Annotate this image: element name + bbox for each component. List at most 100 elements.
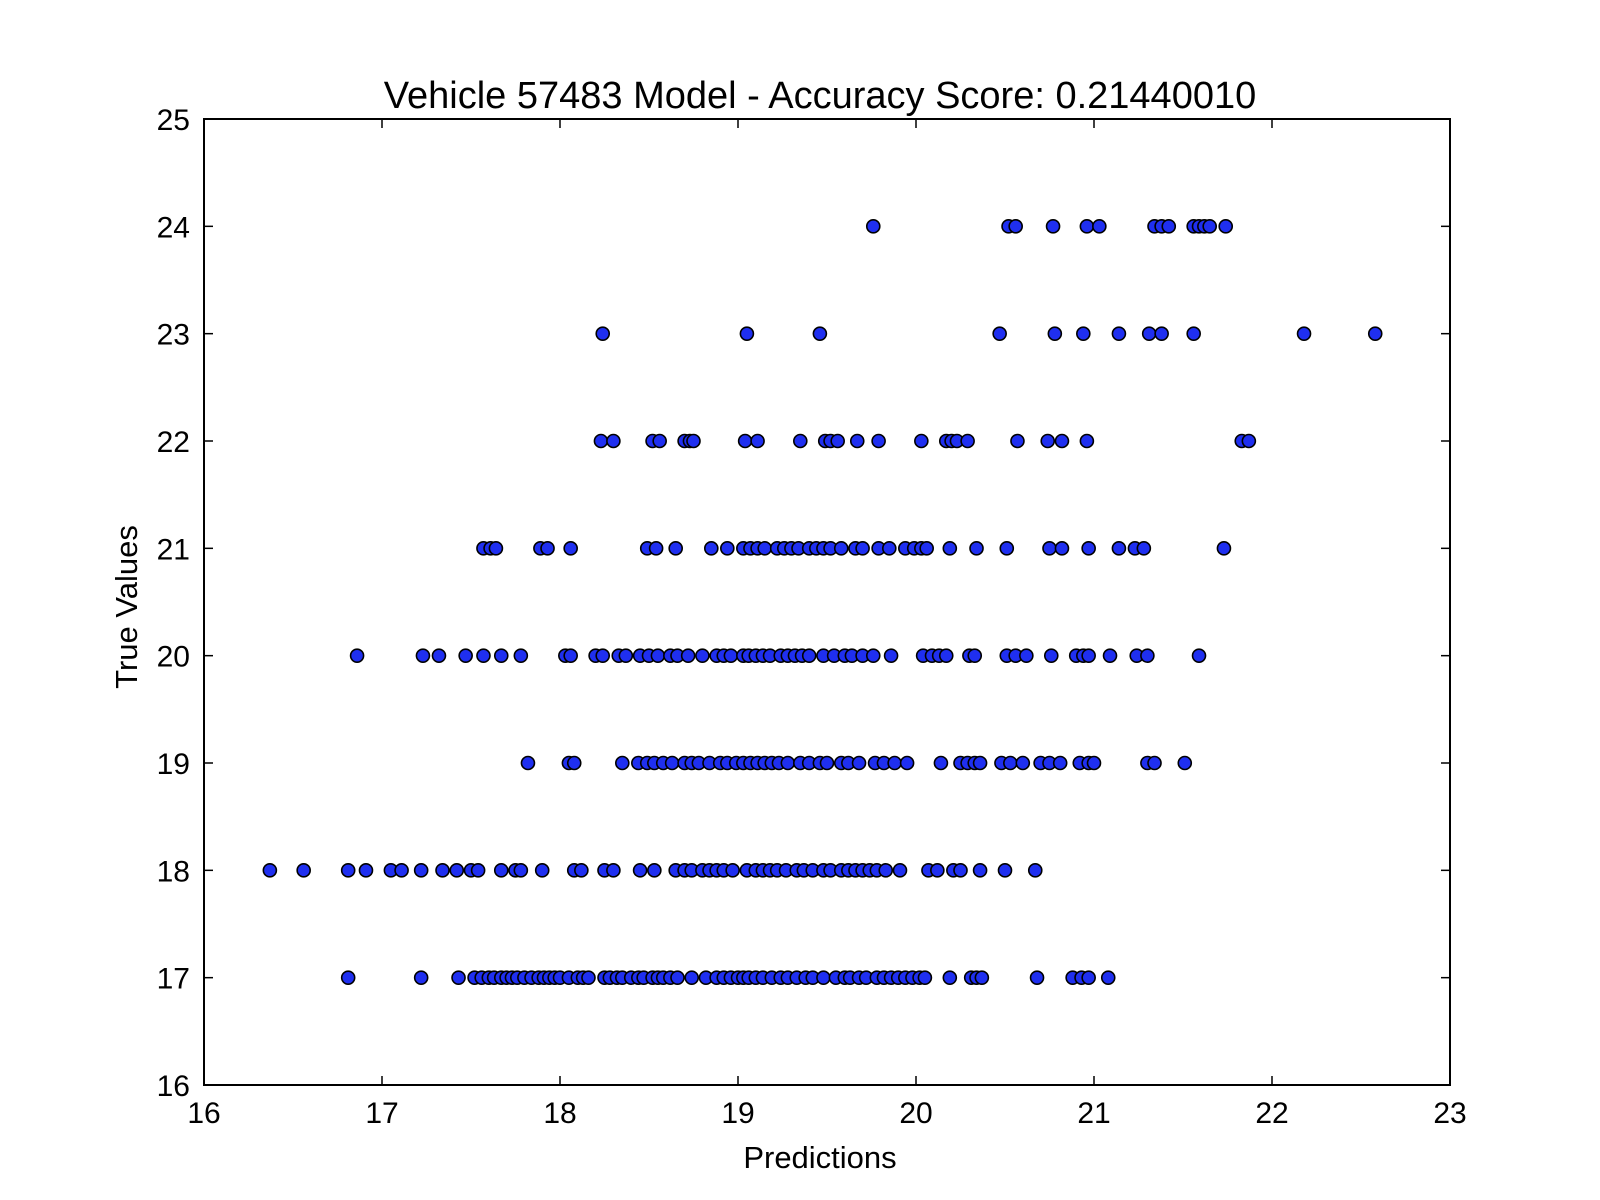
data-point: [780, 755, 796, 771]
data-point: [899, 755, 915, 771]
data-point: [488, 541, 504, 556]
chart-title: Vehicle 57483 Model - Accuracy Score: 0.…: [384, 75, 1256, 117]
data-point: [476, 648, 491, 663]
data-point: [1140, 648, 1155, 663]
data-point: [435, 863, 450, 878]
data-point: [358, 863, 374, 878]
data-point: [1054, 541, 1070, 556]
axes-frame: [203, 118, 1451, 1086]
data-point: [892, 863, 908, 878]
data-point: [684, 970, 700, 985]
data-point: [648, 541, 664, 556]
data-point: [593, 433, 609, 449]
data-point: [833, 541, 849, 556]
data-point: [1052, 755, 1068, 771]
data-point: [1154, 326, 1169, 341]
data-point: [664, 755, 680, 771]
data-point: [1076, 326, 1091, 341]
data-point: [1367, 326, 1383, 341]
data-point: [1202, 219, 1217, 234]
data-point: [566, 755, 582, 771]
data-point: [540, 541, 555, 556]
data-point: [1111, 541, 1127, 556]
data-point: [1186, 326, 1201, 341]
data-point: [1010, 433, 1025, 449]
data-points: [262, 219, 1383, 985]
data-point: [574, 863, 589, 878]
data-point: [431, 648, 447, 663]
data-point: [1102, 648, 1118, 663]
data-point: [1111, 326, 1127, 341]
data-point: [1241, 433, 1257, 449]
data-point: [819, 755, 835, 771]
x-tick-label: 17: [365, 1097, 398, 1130]
data-point: [1079, 433, 1095, 449]
data-point: [969, 541, 984, 556]
data-point: [451, 970, 466, 985]
data-point: [953, 863, 968, 878]
data-point: [812, 326, 828, 341]
data-point: [262, 863, 278, 878]
data-point: [871, 433, 886, 449]
data-point: [938, 648, 954, 663]
x-tick-label: 16: [187, 1097, 220, 1130]
data-point: [513, 648, 529, 663]
data-point: [914, 433, 929, 449]
data-point: [974, 970, 990, 985]
y-tick-label: 20: [157, 641, 190, 674]
data-point: [563, 648, 578, 663]
data-point: [470, 863, 486, 878]
data-point: [1019, 648, 1034, 663]
data-point: [999, 541, 1015, 556]
data-point: [883, 648, 899, 663]
y-axis-title: True Values: [109, 525, 144, 689]
data-point: [394, 863, 409, 878]
data-point: [865, 219, 881, 234]
data-point: [1147, 755, 1162, 771]
x-axis-title: Predictions: [743, 1140, 896, 1175]
data-point: [1029, 970, 1045, 985]
data-point: [739, 326, 755, 341]
data-point: [942, 970, 958, 985]
data-point: [340, 970, 356, 985]
data-point: [606, 863, 621, 878]
data-point: [1040, 433, 1056, 449]
data-point: [449, 863, 465, 878]
data-point: [493, 863, 509, 878]
data-point: [415, 648, 431, 663]
data-point: [686, 433, 701, 449]
data-point: [972, 863, 988, 878]
data-point: [340, 863, 356, 878]
data-point: [1079, 219, 1095, 234]
data-point: [1161, 219, 1177, 234]
y-tick-label: 23: [157, 319, 190, 352]
x-axis-ticks: 16 17 18 19 20 21 22 23: [187, 119, 1467, 1130]
data-point: [1081, 648, 1096, 663]
data-point: [1136, 541, 1152, 556]
data-point: [1218, 219, 1234, 234]
data-point: [855, 541, 870, 556]
data-point: [881, 541, 897, 556]
data-point: [618, 648, 634, 663]
data-point: [1015, 755, 1031, 771]
data-point: [695, 648, 710, 663]
data-point: [997, 863, 1013, 878]
data-point: [1100, 970, 1116, 985]
data-point: [801, 648, 817, 663]
data-point: [878, 863, 894, 878]
data-point: [513, 863, 529, 878]
x-tick-label: 21: [1077, 1097, 1110, 1130]
data-point: [595, 648, 611, 663]
data-point: [650, 648, 666, 663]
data-point: [865, 648, 881, 663]
data-point: [757, 541, 773, 556]
data-point: [723, 648, 739, 663]
data-point: [413, 863, 429, 878]
data-point: [703, 541, 719, 556]
data-point: [493, 648, 509, 663]
data-point: [851, 755, 867, 771]
data-point: [919, 541, 934, 556]
data-point: [1003, 755, 1018, 771]
data-point: [933, 755, 949, 771]
